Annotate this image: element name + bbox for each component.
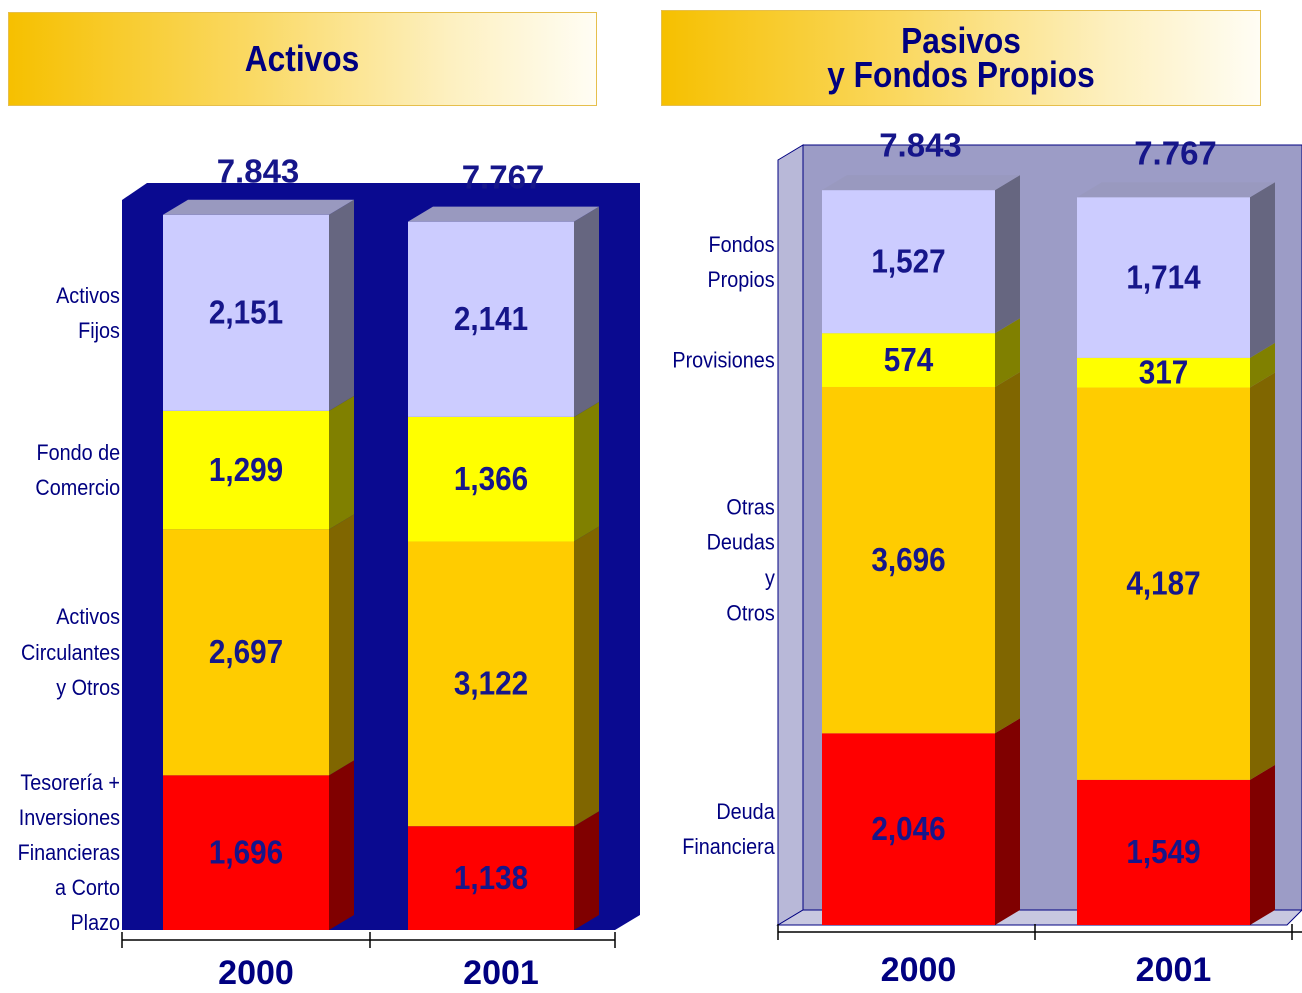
value-label: 1,527 — [871, 243, 945, 280]
bar-top — [822, 175, 1020, 191]
value-label: 317 — [1139, 354, 1189, 391]
legend-label: Activos Circulantes y Otros — [20, 604, 120, 700]
bar-front — [822, 733, 995, 925]
bar-segment — [1077, 182, 1275, 358]
bar-front — [163, 775, 329, 930]
chart-title: Pasivos y Fondos Propios — [827, 19, 1095, 95]
total-label: 7.767 — [462, 159, 545, 196]
value-label: 1,714 — [1126, 259, 1201, 296]
bar-segment — [822, 175, 1020, 334]
bar-segment — [408, 811, 599, 930]
legend-label: Otras Deudas y Otros — [706, 494, 775, 626]
bar-front — [1077, 357, 1250, 388]
bar-front — [163, 214, 329, 411]
bar-front — [163, 410, 329, 530]
value-label: 2,697 — [209, 634, 283, 671]
bar-segment — [822, 318, 1020, 387]
bar-side — [1250, 372, 1275, 780]
bar-segment — [1077, 764, 1275, 925]
bar-segment — [163, 514, 354, 776]
legend-label: Provisiones — [672, 347, 775, 373]
value-label: 1,549 — [1126, 834, 1200, 871]
bar-side — [1250, 764, 1275, 925]
title-box: Pasivos y Fondos Propios — [661, 10, 1261, 106]
legend-label: Activos Fijos — [56, 282, 120, 343]
value-label: 3,122 — [454, 665, 528, 702]
title-box: Activos — [8, 12, 597, 106]
total-label: 7.843 — [217, 153, 300, 190]
value-label: 1,696 — [209, 834, 283, 871]
bar-side — [1250, 342, 1275, 388]
bar-top — [163, 199, 354, 215]
bar-front — [408, 541, 574, 827]
value-label: 4,187 — [1126, 565, 1200, 602]
total-label: 7.767 — [1134, 135, 1217, 172]
bar-front — [822, 190, 995, 334]
bar-front — [822, 386, 995, 734]
value-label: 1,138 — [454, 859, 528, 896]
bar-side — [574, 526, 599, 827]
x-tick-label: 2000 — [218, 954, 294, 992]
bar-side — [329, 760, 354, 930]
bar-segment — [1077, 372, 1275, 780]
x-tick-label: 2001 — [463, 954, 539, 992]
bar-side — [995, 318, 1020, 387]
bar-side — [995, 718, 1020, 925]
legend-label: Fondo de Comercio — [35, 439, 120, 501]
legend-label: Deuda Financiera — [682, 798, 775, 860]
bar-side — [995, 371, 1020, 734]
bar-side — [995, 175, 1020, 334]
bar-side — [329, 199, 354, 411]
side-wall — [777, 144, 804, 926]
bar-segment — [408, 206, 599, 417]
bar-segment — [163, 395, 354, 530]
bar-front — [163, 529, 329, 776]
bar-front — [408, 416, 574, 542]
total-label: 7.843 — [879, 127, 962, 164]
bar-segment — [822, 718, 1020, 925]
value-label: 2,151 — [209, 294, 283, 331]
bar-side — [574, 811, 599, 930]
bar-segment — [1077, 342, 1275, 388]
bar-side — [574, 206, 599, 417]
value-label: 1,299 — [209, 451, 283, 488]
bar-side — [1250, 182, 1275, 358]
bar-side — [329, 395, 354, 530]
bar-front — [408, 221, 574, 417]
value-label: 3,696 — [871, 541, 945, 578]
bar-front — [1077, 387, 1250, 780]
bar-side — [574, 401, 599, 542]
chart-title: Activos — [245, 37, 360, 79]
bar-segment — [408, 526, 599, 827]
bar-front — [1077, 779, 1250, 925]
bar-top — [1077, 182, 1275, 198]
bar-side — [329, 514, 354, 776]
value-label: 2,141 — [454, 301, 528, 338]
value-label: 2,046 — [871, 810, 945, 847]
bar-front — [1077, 197, 1250, 358]
x-tick-label: 2001 — [1136, 951, 1212, 989]
bar-segment — [408, 401, 599, 542]
bar-front — [822, 333, 995, 387]
legend-label: Tesorería + Inversiones Financieras a Co… — [17, 769, 121, 936]
bar-segment — [822, 371, 1020, 734]
legend-label: Fondos Propios — [707, 231, 775, 292]
value-label: 1,366 — [454, 460, 528, 497]
bar-segment — [163, 199, 354, 411]
bar-top — [408, 206, 599, 222]
value-label: 574 — [884, 341, 934, 378]
x-tick-label: 2000 — [881, 951, 957, 989]
bar-front — [408, 826, 574, 930]
bar-segment — [163, 760, 354, 930]
